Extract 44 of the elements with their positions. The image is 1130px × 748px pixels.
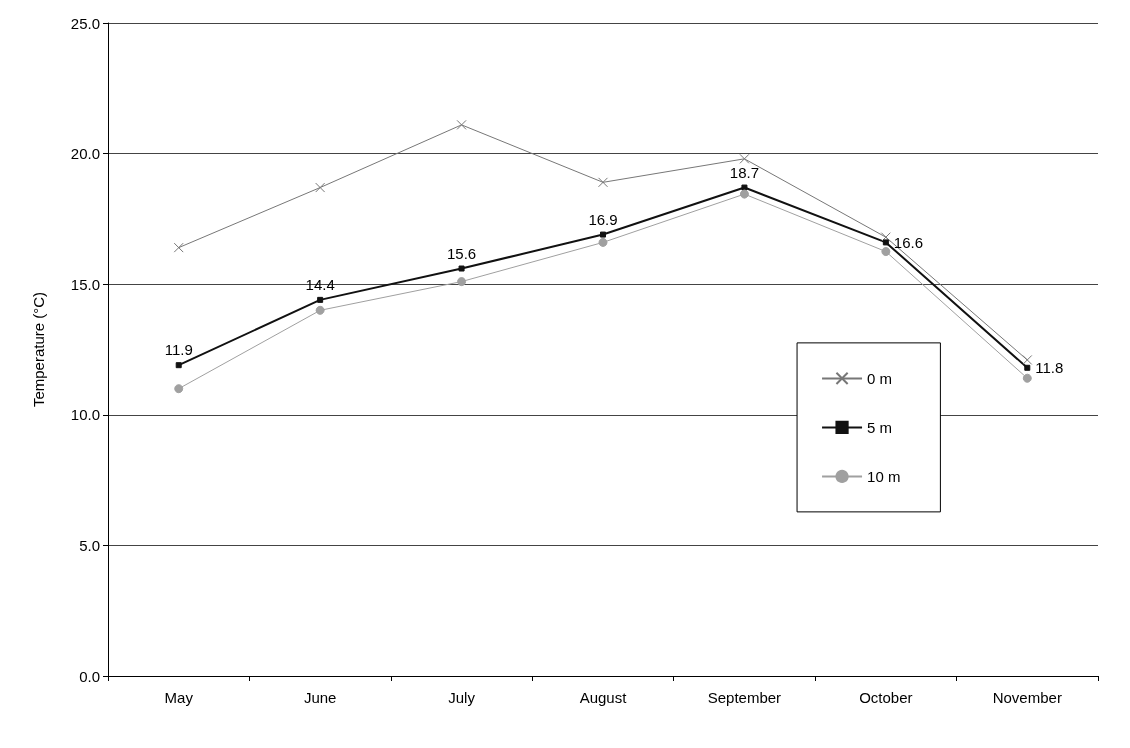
legend-label: 5 m <box>867 418 893 436</box>
data-label: 18.7 <box>729 163 760 181</box>
point <box>739 189 749 199</box>
x-tick-label: October <box>859 689 913 706</box>
point <box>458 265 465 272</box>
x-tick-label: June <box>303 689 337 706</box>
point <box>457 277 467 287</box>
y-tick-label: 5.0 <box>79 536 100 554</box>
point <box>741 184 748 191</box>
data-label: 16.9 <box>588 210 618 228</box>
y-tick-label: 20.0 <box>70 145 100 163</box>
x-tick-label: May <box>164 689 194 706</box>
point <box>315 182 326 193</box>
point <box>173 242 184 253</box>
y-tick-label: 0.0 <box>79 667 100 685</box>
y-tick-label: 15.0 <box>70 275 100 293</box>
data-label: 16.6 <box>893 233 924 251</box>
x-tick-label: July <box>448 689 476 706</box>
point <box>881 247 891 257</box>
point <box>174 384 184 394</box>
point <box>317 296 324 303</box>
point <box>598 177 608 188</box>
y-axis-title: Temperature (°C) <box>30 291 47 408</box>
x-tick-label: August <box>579 689 628 706</box>
point <box>600 231 606 238</box>
x-tick-label: November <box>992 689 1062 706</box>
point <box>882 239 889 246</box>
y-tick-label: 25.0 <box>70 14 100 32</box>
legend-label: 10 m <box>867 467 901 485</box>
data-label: 11.8 <box>1035 359 1064 377</box>
point <box>1022 373 1032 383</box>
legend-label: 0 m <box>867 369 893 387</box>
point <box>1022 354 1033 365</box>
point <box>880 232 891 243</box>
point <box>315 305 325 315</box>
point <box>456 119 467 130</box>
point <box>598 237 608 247</box>
point <box>175 362 182 369</box>
y-tick-label: 10.0 <box>70 406 100 424</box>
data-label: 11.9 <box>164 341 193 359</box>
point <box>739 153 750 164</box>
x-tick-label: September <box>707 689 782 706</box>
data-label: 15.6 <box>446 244 477 262</box>
point <box>1024 364 1031 371</box>
